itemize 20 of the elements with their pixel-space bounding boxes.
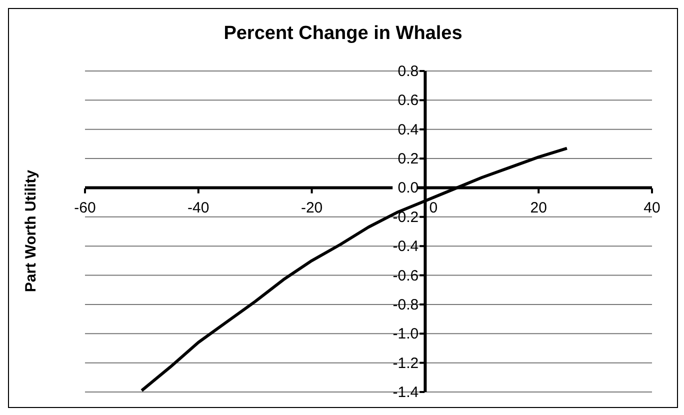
y-tick-label: 0.4	[398, 121, 419, 138]
y-tick-label: 0.8	[398, 63, 419, 80]
y-tick-label: 0.2	[398, 150, 419, 168]
x-tick-label: -40	[188, 199, 210, 216]
y-tick-label: -1.2	[392, 354, 419, 372]
y-tick-label: 0.6	[398, 92, 419, 110]
chart-title: Percent Change in Whales	[222, 23, 464, 45]
x-tick-label: 40	[644, 199, 660, 216]
y-tick-label: 0.0	[398, 180, 419, 197]
y-tick-label: -0.8	[392, 296, 419, 314]
y-tick-label: -1.0	[392, 326, 419, 343]
y-tick-label: -0.4	[392, 238, 419, 256]
x-tick-label: -20	[300, 199, 323, 216]
y-tick-label: -0.2	[392, 208, 419, 226]
x-tick-label: 0	[429, 199, 438, 216]
y-tick-label: -0.6	[392, 267, 419, 284]
x-tick-label: 20	[530, 199, 547, 216]
y-axis-title: Part Worth Utility	[22, 170, 40, 292]
y-tick-label: -1.4	[392, 384, 419, 401]
x-tick-label: -60	[74, 199, 96, 216]
